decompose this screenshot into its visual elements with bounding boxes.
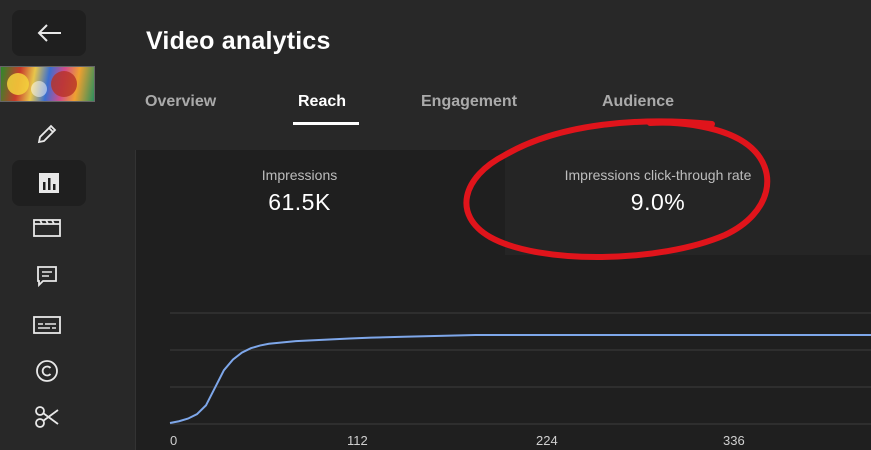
subtitles-icon [33, 316, 61, 334]
nav-comments[interactable] [26, 260, 68, 292]
back-button[interactable] [12, 10, 86, 56]
nav-subtitles[interactable] [26, 309, 68, 341]
tab-reach[interactable]: Reach [298, 93, 347, 110]
metric-value: 9.0% [630, 189, 686, 215]
editor-clapper-icon [33, 219, 61, 237]
series-line [169, 334, 871, 424]
tab-audience[interactable]: Audience [602, 93, 675, 110]
edit-pencil-icon [37, 124, 57, 144]
nav-details[interactable] [26, 118, 68, 150]
tab-engagement[interactable]: Engagement [421, 93, 518, 110]
clips-scissors-icon [35, 406, 59, 428]
nav-clips[interactable] [26, 401, 68, 433]
nav-editor[interactable] [26, 212, 68, 244]
back-arrow-icon [37, 24, 61, 42]
nav-analytics[interactable] [12, 160, 86, 206]
x-tick-label: 0 [170, 433, 178, 448]
x-tick-label: 112 [347, 433, 368, 448]
metric-label: Impressions [261, 167, 338, 183]
analytics-icon [39, 173, 59, 193]
copyright-icon [36, 360, 58, 382]
nav-copyright[interactable] [26, 355, 68, 387]
metric-value: 61.5K [268, 189, 331, 215]
video-thumbnail[interactable] [0, 66, 95, 102]
active-tab-indicator [293, 122, 359, 125]
x-tick-label: 224 [536, 433, 558, 448]
x-tick-label: 336 [723, 433, 745, 448]
metric-ctr[interactable]: Impressions click-through rate 9.0% [505, 167, 811, 216]
impressions-line-chart [169, 312, 871, 425]
metric-label: Impressions click-through rate [564, 167, 752, 183]
page-title: Video analytics [146, 27, 331, 55]
sidebar [0, 0, 95, 450]
comments-icon [37, 266, 57, 288]
tab-overview[interactable]: Overview [145, 93, 217, 110]
metric-impressions[interactable]: Impressions 61.5K [196, 167, 403, 216]
